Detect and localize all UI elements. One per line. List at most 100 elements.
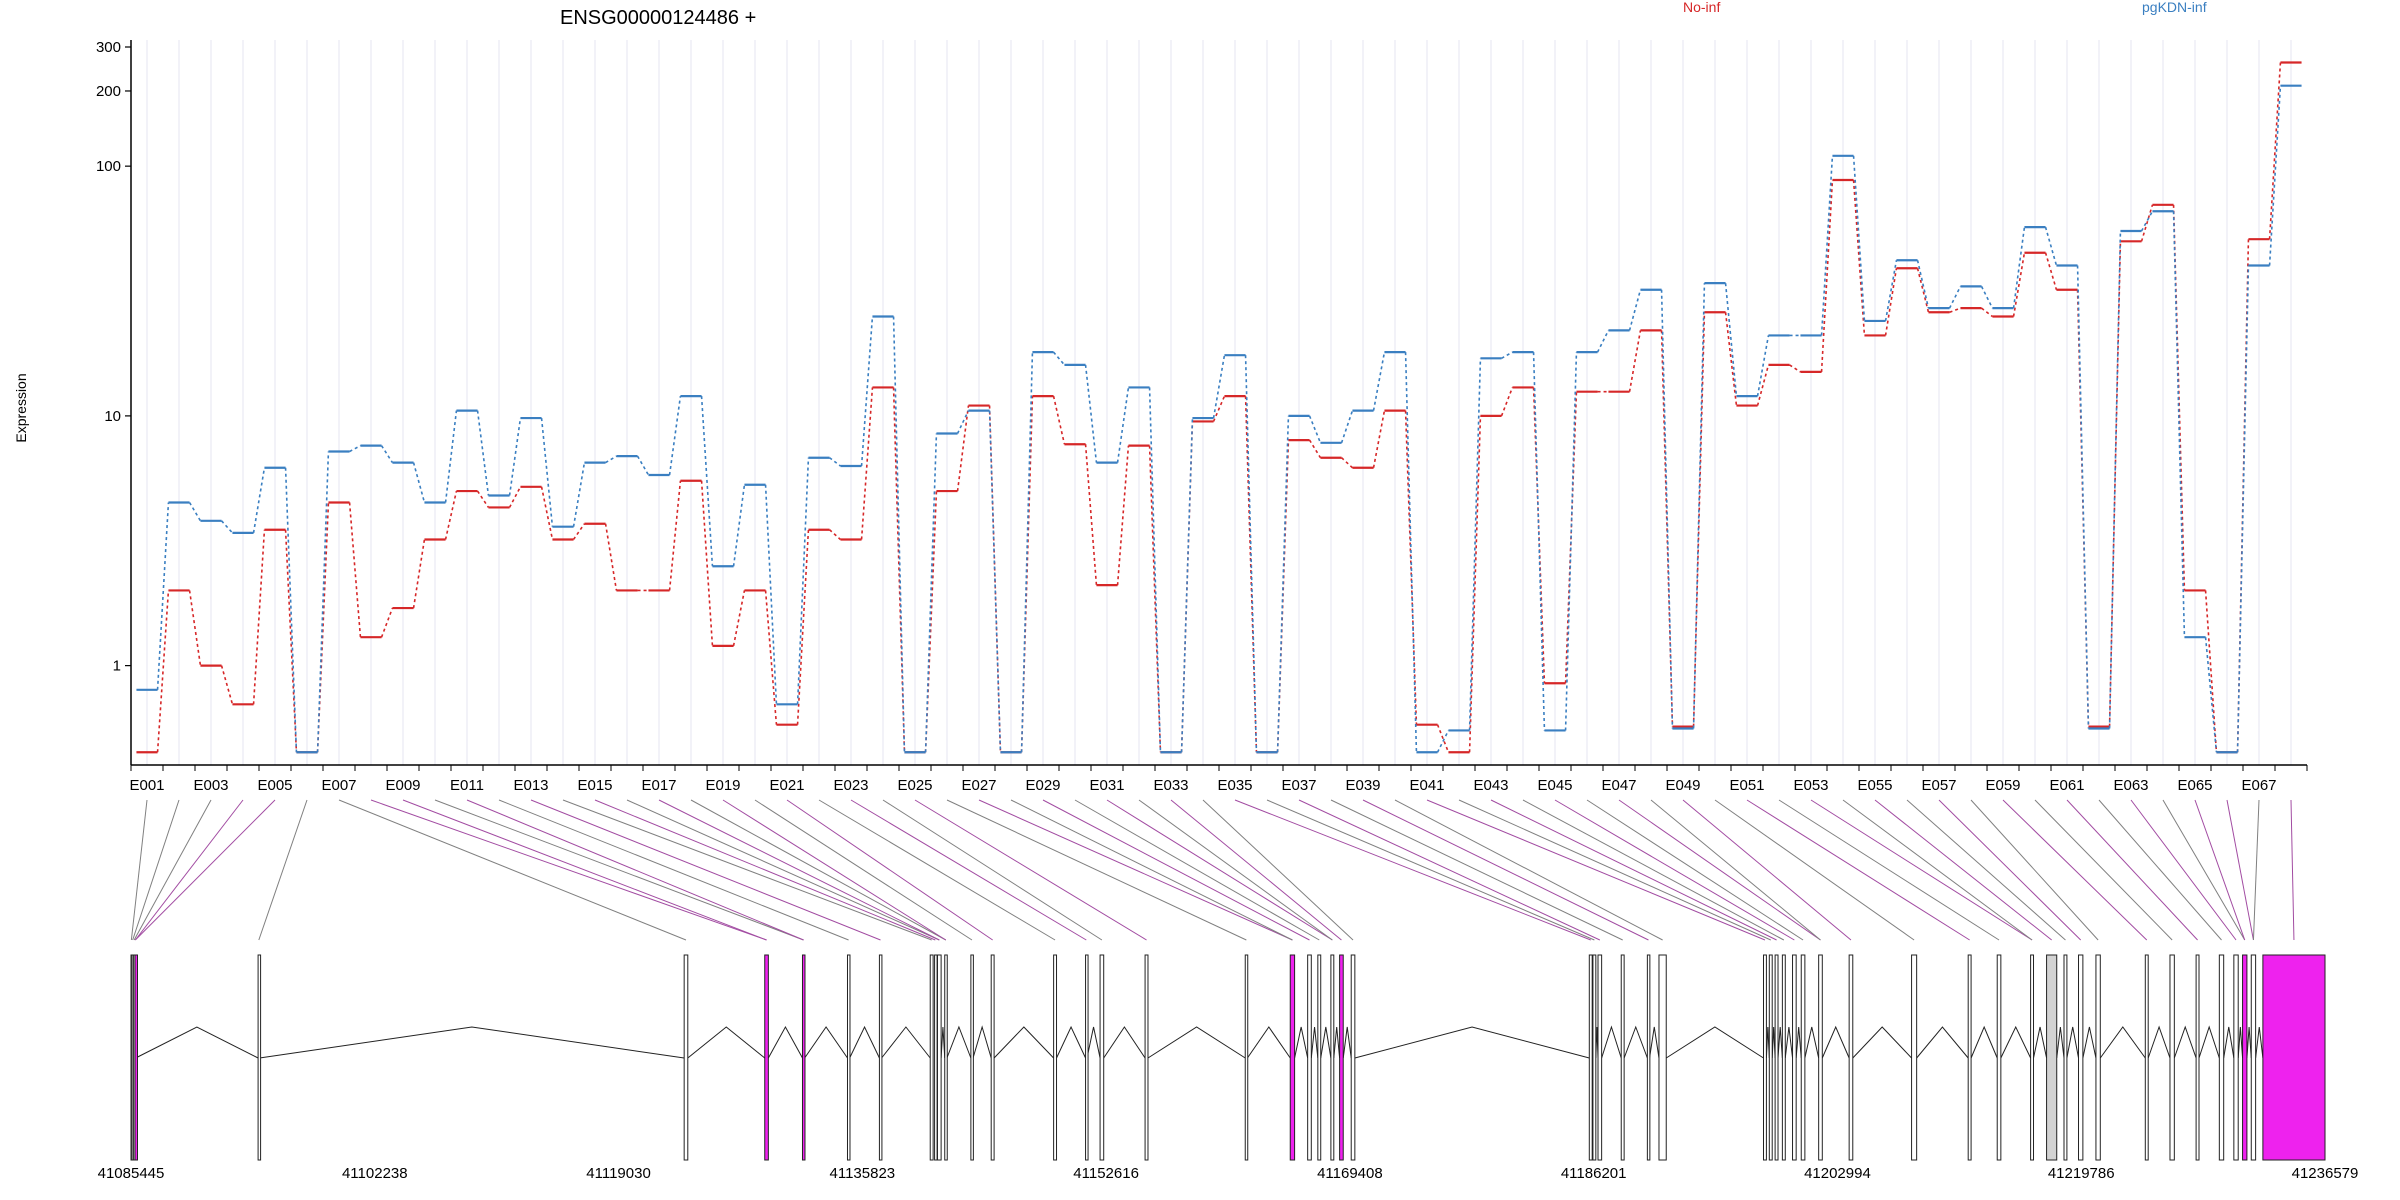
series-transition bbox=[1789, 364, 1801, 373]
series-lines bbox=[136, 61, 2302, 754]
x-tick-label: E059 bbox=[1985, 777, 2020, 794]
exon-connector bbox=[1778, 799, 2000, 941]
series-transition bbox=[1308, 415, 1322, 444]
series-transition bbox=[540, 417, 554, 527]
series-transition bbox=[1852, 179, 1866, 336]
series-transition bbox=[1884, 268, 1898, 336]
genomic-coordinate-axis: 41085445 41102238 41119030 41135823 41152616… bbox=[98, 1165, 2359, 1182]
exon-connector bbox=[818, 799, 1056, 941]
exon-box bbox=[1774, 954, 1779, 1161]
series-transition bbox=[1052, 351, 1066, 366]
exon-box bbox=[683, 954, 689, 1161]
exon-connector bbox=[498, 799, 849, 941]
exon-box bbox=[2242, 954, 2248, 1161]
exon-box bbox=[2195, 954, 2200, 1161]
series-transition bbox=[508, 486, 522, 508]
exon-box bbox=[1339, 954, 1344, 1161]
exon-connector bbox=[132, 799, 180, 941]
exon-box bbox=[936, 954, 942, 1161]
exon-connector bbox=[134, 799, 244, 941]
x-tick-label: E053 bbox=[1793, 777, 1828, 794]
exon-box bbox=[764, 954, 769, 1161]
exon-connector bbox=[2162, 799, 2246, 941]
exon-box bbox=[1967, 954, 1972, 1161]
series-transition bbox=[604, 523, 618, 591]
series-transition bbox=[284, 467, 298, 753]
exon-connector bbox=[1586, 799, 1804, 941]
exon-connector bbox=[1810, 799, 2033, 941]
series-transition bbox=[732, 590, 746, 647]
series-transition bbox=[892, 387, 906, 753]
exon-box bbox=[970, 954, 974, 1161]
series-transition bbox=[349, 444, 361, 453]
intron-line bbox=[2255, 1026, 2264, 1059]
intron-line bbox=[946, 1025, 972, 1059]
exon-connector bbox=[978, 799, 1293, 941]
series-transition bbox=[1404, 352, 1418, 753]
series-transition bbox=[2268, 85, 2282, 266]
exon-connector bbox=[466, 799, 804, 941]
exon-connector bbox=[2252, 799, 2260, 941]
series-transition bbox=[2204, 637, 2218, 753]
intron-line bbox=[1147, 1026, 1246, 1059]
series-transition bbox=[636, 455, 650, 476]
exon-connector bbox=[914, 799, 1147, 941]
exon-connector bbox=[1298, 799, 1601, 941]
exon-box bbox=[2218, 954, 2225, 1161]
exon-box bbox=[2233, 954, 2239, 1161]
intron-line bbox=[2082, 1026, 2097, 1059]
series-transition bbox=[1596, 330, 1610, 353]
exon-connector bbox=[1138, 799, 1333, 941]
series-transition bbox=[2044, 226, 2058, 266]
coordinate-tick-label: 41085445 bbox=[98, 1165, 165, 1182]
series-transition bbox=[572, 462, 586, 527]
exon-connector bbox=[1618, 799, 1821, 941]
exon-connector bbox=[1746, 799, 1970, 941]
intron-line bbox=[1342, 1026, 1352, 1059]
exon-box bbox=[1085, 954, 1089, 1161]
exon-box bbox=[1053, 954, 1058, 1161]
exon-box bbox=[934, 954, 938, 1161]
series-transition bbox=[1724, 312, 1738, 406]
series-transition bbox=[188, 502, 202, 522]
exon-connector bbox=[1202, 799, 1354, 941]
series-transition bbox=[156, 502, 170, 690]
series-transition bbox=[252, 467, 266, 534]
series-transition bbox=[1628, 330, 1642, 392]
intron-line bbox=[2033, 1026, 2048, 1059]
exon-box bbox=[1350, 954, 1356, 1161]
x-tick-label: E057 bbox=[1921, 777, 1956, 794]
series-transition bbox=[220, 665, 234, 705]
exon-box bbox=[1289, 954, 1296, 1161]
series-transition bbox=[476, 410, 490, 496]
exon-connector bbox=[2226, 799, 2254, 941]
exon-connector bbox=[722, 799, 947, 941]
exon-connector bbox=[2194, 799, 2246, 941]
coordinate-tick-label: 41102238 bbox=[342, 1165, 408, 1182]
x-tick-label: E043 bbox=[1473, 777, 1508, 794]
series-transition bbox=[444, 410, 458, 503]
exon-box bbox=[1911, 954, 1918, 1161]
intron-line bbox=[1086, 1026, 1101, 1059]
series-transition bbox=[572, 523, 586, 540]
exon-box bbox=[2030, 954, 2035, 1161]
exon-connector bbox=[754, 799, 973, 941]
series-transition bbox=[1244, 355, 1258, 753]
series-transition bbox=[1884, 260, 1898, 322]
exon-connector bbox=[1650, 799, 1821, 941]
exon-connector bbox=[2098, 799, 2222, 941]
series-transition bbox=[956, 405, 970, 492]
series-transition bbox=[380, 607, 394, 638]
intron-line bbox=[1247, 1026, 1291, 1059]
series-transition bbox=[860, 316, 874, 467]
y-axis-label: Expression bbox=[13, 373, 29, 442]
exon-connector bbox=[2034, 799, 2173, 941]
exon-box bbox=[929, 954, 934, 1161]
chart-title: ENSG00000124486 + bbox=[560, 7, 756, 29]
series-transition bbox=[316, 451, 330, 753]
series-transition bbox=[860, 387, 874, 540]
x-tick-label: E001 bbox=[129, 777, 164, 794]
series-transition bbox=[2140, 204, 2154, 242]
intron-line bbox=[1320, 1026, 1332, 1059]
exon-connector bbox=[1554, 799, 1795, 941]
